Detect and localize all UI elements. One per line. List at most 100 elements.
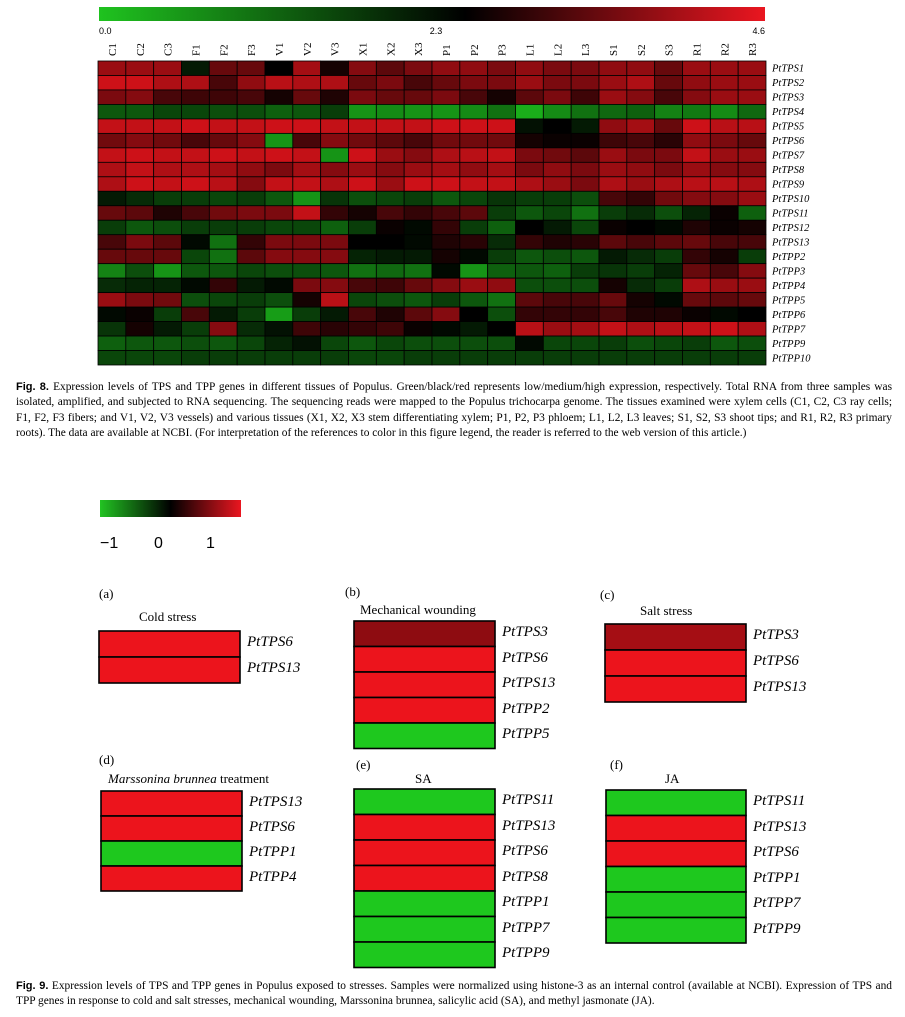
fig8-heatmap-cell <box>737 89 767 105</box>
fig8-heatmap-cell <box>181 147 210 163</box>
fig8-heatmap-cell <box>403 350 433 366</box>
fig8-heatmap-cell <box>737 277 767 294</box>
fig8-heatmap-cell <box>487 321 516 337</box>
fig8-heatmap-cell <box>431 219 461 236</box>
fig8-heatmap-cell <box>598 132 628 149</box>
fig8-heatmap-cell <box>153 132 182 149</box>
fig8-heatmap-cell <box>320 248 349 265</box>
fig9-panel-title: Marssonina brunnea treatment <box>108 771 270 786</box>
fig9-gene-label: PtTPP1 <box>753 869 801 886</box>
fig8-heatmap-cell <box>515 89 544 105</box>
fig8-heatmap-cell <box>459 161 489 178</box>
fig8-heatmap-cell <box>181 75 210 91</box>
fig8-heatmap-cell <box>348 234 377 250</box>
fig8-heatmap-cell <box>375 248 405 265</box>
fig8-heatmap-cell <box>236 89 266 105</box>
fig8-heatmap-cell <box>570 132 600 149</box>
fig8-heatmap-cell <box>626 277 656 294</box>
fig8-heatmap-cell <box>264 147 294 163</box>
fig8-heatmap-cell <box>208 161 238 178</box>
fig8-heatmap-cell <box>125 321 155 337</box>
fig8-heatmap-cell <box>181 321 210 337</box>
fig8-heatmap-cell <box>153 161 182 178</box>
fig8-heatmap-cell <box>654 75 683 91</box>
fig8-heatmap-cell <box>737 335 767 351</box>
fig8-heatmap-cell <box>97 263 127 279</box>
fig8-heatmap-cell <box>292 89 322 105</box>
fig8-heatmap-cell <box>375 234 405 250</box>
fig9-panel-title: JA <box>665 771 680 786</box>
fig8-heatmap-cell <box>431 263 461 279</box>
fig8-heatmap-cell <box>320 89 349 105</box>
fig9-panel-letter: (e) <box>356 757 371 772</box>
fig8-heatmap-cell <box>598 248 628 265</box>
fig8-heatmap-cell <box>459 350 489 366</box>
fig8-heatmap-cell <box>737 292 767 308</box>
fig8-heatmap-cell <box>125 147 155 163</box>
fig8-heatmap-cell <box>236 104 266 120</box>
fig8-heatmap-cell <box>264 161 294 178</box>
fig8-heatmap-cell <box>431 205 461 221</box>
fig8-heatmap-cell <box>97 350 127 366</box>
fig8-heatmap-cell <box>626 147 656 163</box>
fig8-heatmap-cell <box>320 263 349 279</box>
fig8-heatmap-cell <box>709 234 739 250</box>
fig8-heatmap-cell <box>654 335 683 351</box>
fig8-heatmap-cell <box>97 292 127 308</box>
fig8-heatmap-cell <box>542 306 572 322</box>
fig8-heatmap-cell <box>682 292 711 308</box>
fig8-heatmap-cell <box>125 89 155 105</box>
fig8-heatmap-cell <box>208 89 238 105</box>
fig8-heatmap-cell <box>542 263 572 279</box>
fig8-heatmap-cell <box>403 219 433 236</box>
fig8-heatmap-cell <box>348 335 377 351</box>
fig8-heatmap-cell <box>570 75 600 91</box>
fig8-heatmap-cell <box>487 104 516 120</box>
fig8-heatmap-cell <box>737 75 767 91</box>
fig8-heatmap-cell <box>654 219 683 236</box>
fig8-heatmap-cell <box>125 292 155 308</box>
fig8-heatmap-cell <box>598 263 628 279</box>
fig8-heatmap-cell <box>626 176 656 192</box>
fig8-heatmap-cell <box>682 104 711 120</box>
fig8-heatmap-cell <box>737 132 767 149</box>
fig8-heatmap-cell <box>348 306 377 322</box>
fig8-column-label: R2 <box>719 43 731 56</box>
fig8-heatmap-cell <box>208 306 238 322</box>
fig8-row-label: PtTPP4 <box>771 281 806 292</box>
fig8-row-label: PtTPS12 <box>771 223 810 234</box>
fig8-heatmap-cell <box>515 292 544 308</box>
fig8-heatmap-cell <box>570 118 600 134</box>
fig8-heatmap-cell <box>626 190 656 207</box>
fig8-heatmap-cell <box>626 263 656 279</box>
fig8-heatmap-cell <box>153 321 182 337</box>
fig8-heatmap-cell <box>737 104 767 120</box>
fig8-column-label: X3 <box>413 42 425 56</box>
fig8-heatmap-cell <box>403 147 433 163</box>
fig8-heatmap-cell <box>570 205 600 221</box>
fig8-heatmap-cell <box>542 132 572 149</box>
fig8-heatmap-cell <box>208 60 238 76</box>
fig8-heatmap-cell <box>487 132 516 149</box>
fig8-heatmap-cell <box>348 292 377 308</box>
fig8-heatmap-cell <box>431 350 461 366</box>
fig8-heatmap-cell <box>153 277 182 294</box>
fig8-heatmap-cell <box>515 60 544 76</box>
fig8-heatmap-cell <box>208 335 238 351</box>
fig8-heatmap-cell <box>515 234 544 250</box>
fig8-heatmap-cell <box>236 205 266 221</box>
fig8-heatmap-cell <box>320 350 349 366</box>
fig8-heatmap-cell <box>97 335 127 351</box>
fig8-heatmap-cell <box>320 292 349 308</box>
fig8-column-label: F3 <box>246 44 258 56</box>
fig8-heatmap-cell <box>292 176 322 192</box>
fig8-row-label: PtTPS10 <box>771 194 810 205</box>
fig8-heatmap-cell <box>682 176 711 192</box>
fig8-heatmap-cell <box>181 277 210 294</box>
fig8-heatmap-cell <box>626 292 656 308</box>
fig8-heatmap-cell <box>542 161 572 178</box>
fig8-heatmap-cell <box>403 205 433 221</box>
fig8-heatmap-cell <box>403 161 433 178</box>
fig8-heatmap-cell <box>570 263 600 279</box>
fig8-scale-min: 0.0 <box>99 26 112 36</box>
